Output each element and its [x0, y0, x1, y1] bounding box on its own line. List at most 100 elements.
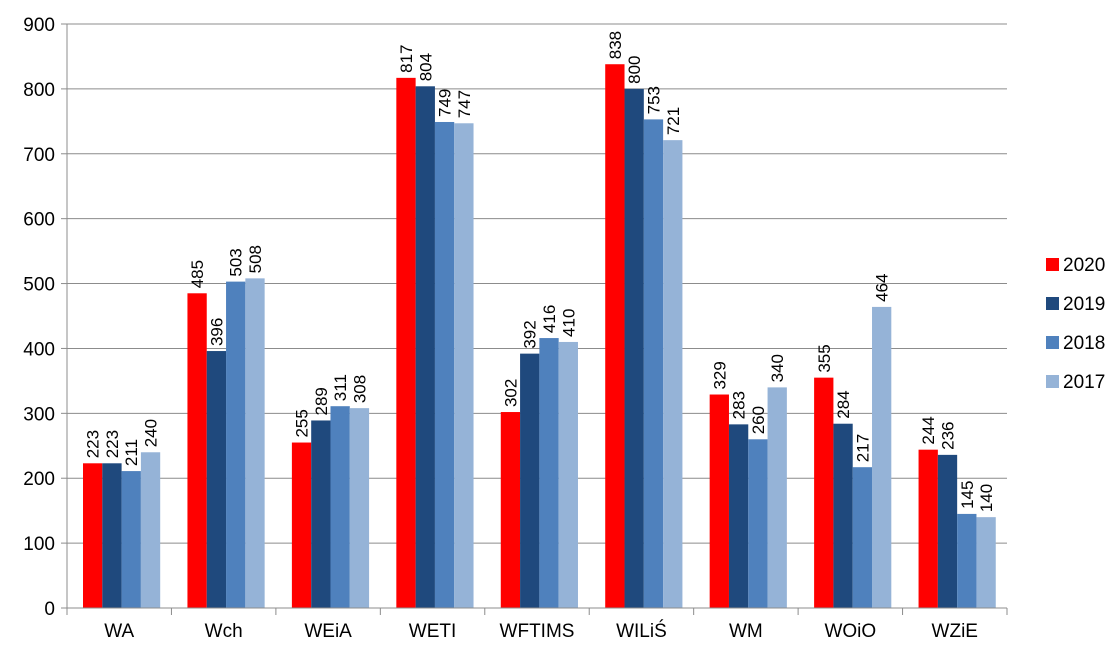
data-label-2020-WILiŚ: 838: [606, 31, 625, 59]
bar-2019-WZiE: [937, 454, 958, 608]
bar-2020-WM: [709, 394, 729, 608]
bar-2020-WFTIMS: [500, 412, 521, 608]
data-label-2019-WZiE: 236: [939, 421, 958, 449]
x-tick-label: WA: [104, 621, 134, 642]
bar-2020-WOiO: [814, 377, 834, 608]
data-label-2017-WOiO: 464: [873, 274, 892, 302]
x-tick-label: Wch: [205, 621, 243, 642]
axes: 0 100 200 300 400 500 600 700 800 900 WA Wch WEiA WET…: [23, 15, 1008, 642]
bar-2017-WZiE: [976, 517, 996, 608]
bar-2017-Wch: [245, 278, 265, 608]
data-label-2017-Wch: 508: [246, 245, 265, 273]
bar-2018-WETI: [434, 121, 455, 608]
x-tick-label: WZiE: [932, 621, 978, 642]
y-tick-label: 300: [23, 404, 55, 425]
bar-2019-WOiO: [833, 423, 853, 608]
bar-2020-WILiŚ: [605, 64, 625, 609]
data-label-2019-WILiŚ: 800: [625, 56, 644, 84]
data-label-2018-WZiE: 145: [958, 481, 977, 509]
y-tick-label: 900: [23, 15, 55, 36]
data-label-2018-WOiO: 217: [853, 434, 872, 462]
bars: [83, 64, 996, 609]
data-label-2019-WFTIMS: 392: [521, 320, 540, 348]
x-tick-label: WFTIMS: [500, 621, 575, 642]
bar-2020-WETI: [396, 77, 416, 608]
y-tick-label: 700: [23, 145, 55, 166]
bar-2017-WM: [767, 387, 787, 608]
bar-2018-WM: [748, 439, 768, 608]
bar-2019-Wch: [206, 351, 227, 608]
data-label-2017-WILiŚ: 721: [664, 107, 683, 135]
bar-2018-Wch: [226, 281, 246, 608]
bar-2018-WOiO: [852, 467, 873, 608]
bar-2020-WA: [83, 463, 103, 608]
data-label-2019-WETI: 804: [416, 53, 435, 81]
bar-2019-WILiŚ: [624, 88, 644, 608]
data-label-2017-WFTIMS: 410: [559, 309, 578, 337]
data-label-2020-WEiA: 255: [293, 409, 312, 437]
data-label-2020-WM: 329: [710, 361, 729, 389]
data-label-2017-WM: 340: [768, 354, 787, 382]
legend-label-2017: 2017: [1063, 372, 1105, 393]
data-label-2018-WA: 211: [122, 439, 141, 466]
y-tick-label: 100: [23, 534, 55, 555]
data-label-2019-WA: 223: [103, 430, 122, 458]
y-tick-label: 200: [23, 469, 55, 490]
legend-swatch-2020: [1046, 258, 1059, 271]
data-label-2018-Wch: 503: [227, 248, 246, 276]
data-label-2020-WZiE: 244: [919, 416, 938, 444]
x-tick-label: WM: [729, 621, 763, 642]
data-label-2017-WA: 240: [142, 419, 161, 447]
x-tick-label: WOiO: [824, 621, 876, 642]
bar-2018-WA: [121, 471, 141, 608]
x-tick-label: WETI: [409, 621, 457, 642]
data-label-2019-WOiO: 284: [834, 390, 853, 418]
legend-label-2020: 2020: [1063, 255, 1105, 276]
bar-2020-WEiA: [291, 442, 312, 608]
bar-2019-WFTIMS: [520, 353, 540, 608]
y-tick-label: 400: [23, 339, 55, 360]
bar-2017-WEiA: [349, 408, 370, 608]
legend-swatch-2019: [1046, 297, 1059, 310]
data-label-2018-WEiA: 311: [331, 374, 350, 401]
bar-2019-WM: [728, 424, 749, 608]
bar-2017-WA: [140, 452, 161, 608]
legend-swatch-2017: [1046, 375, 1059, 388]
x-tick-label: WILiŚ: [616, 620, 667, 642]
y-tick-label: 600: [23, 210, 55, 231]
data-label-2019-WEiA: 289: [312, 387, 331, 415]
data-label-2020-WETI: 817: [397, 44, 416, 72]
bar-2018-WZiE: [957, 513, 977, 608]
data-label-2018-WETI: 749: [436, 89, 455, 117]
data-label-2018-WM: 260: [749, 406, 768, 434]
bar-2017-WETI: [454, 123, 474, 608]
bar-2018-WFTIMS: [539, 338, 559, 608]
bar-2017-WFTIMS: [558, 341, 578, 608]
data-label-2019-WM: 283: [730, 391, 749, 419]
data-label-2020-WA: 223: [84, 430, 103, 458]
data-label-2019-Wch: 396: [207, 318, 226, 346]
bar-2020-Wch: [187, 293, 207, 608]
bar-2020-WZiE: [918, 449, 938, 608]
legend-label-2018: 2018: [1063, 333, 1105, 354]
legend-label-2019: 2019: [1063, 294, 1105, 315]
bar-2019-WA: [102, 463, 122, 608]
legend: 2020 2019 2018 2017: [1046, 255, 1105, 393]
bar-2017-WOiO: [872, 306, 892, 608]
bar-2017-WILiŚ: [663, 140, 683, 608]
bar-2018-WEiA: [330, 406, 350, 608]
y-tick-label: 500: [23, 275, 55, 296]
bar-2019-WETI: [415, 86, 435, 608]
bar-2018-WILiŚ: [643, 119, 664, 609]
data-label-2017-WETI: 747: [455, 90, 474, 118]
data-label-2018-WILiŚ: 753: [644, 86, 663, 114]
x-tick-label: WEiA: [304, 621, 352, 642]
y-tick-label: 800: [23, 80, 55, 101]
data-label-2020-Wch: 485: [188, 260, 207, 288]
bar-2019-WEiA: [311, 420, 331, 608]
data-label-2017-WZiE: 140: [977, 484, 996, 512]
legend-swatch-2018: [1046, 336, 1059, 349]
